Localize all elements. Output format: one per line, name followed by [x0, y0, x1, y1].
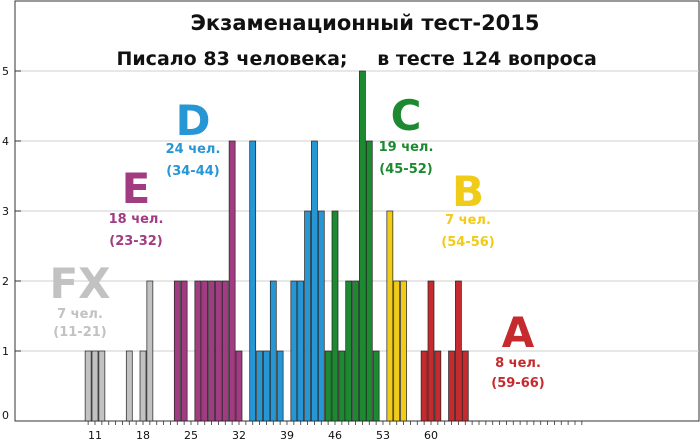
x-tick-label: 18 — [136, 429, 150, 441]
chart-subtitle-right: в тесте 124 вопроса — [377, 48, 597, 70]
bar-series — [84, 70, 469, 422]
bar — [139, 350, 147, 422]
bar — [256, 350, 263, 422]
grade-range: (23-32) — [109, 234, 162, 249]
chart-title: Экзаменационный тест-2015 — [190, 11, 539, 35]
x-tick-label: 46 — [328, 429, 342, 441]
bar — [91, 350, 99, 422]
axis-ticks: 0 1 2 3 4 5 11 18 25 32 39 46 53 60 — [2, 65, 583, 441]
bar — [420, 350, 428, 422]
bar — [208, 280, 215, 422]
bar — [311, 140, 318, 422]
grade-letter: A — [502, 308, 535, 357]
x-tick-label: 32 — [232, 429, 246, 441]
bar — [180, 280, 188, 422]
bar — [228, 140, 236, 422]
bar — [146, 280, 154, 422]
bar — [290, 280, 298, 422]
y-tick-label: 2 — [2, 275, 9, 288]
grade-count: 8 чел. — [495, 356, 541, 371]
grade-count: 19 чел. — [379, 140, 434, 155]
bar — [455, 280, 462, 422]
bar — [461, 350, 469, 422]
grade-letter: C — [391, 91, 422, 140]
bar — [352, 280, 359, 422]
bar — [434, 350, 442, 422]
bar — [235, 350, 243, 422]
grade-range: (11-21) — [53, 325, 106, 340]
y-tick-label: 4 — [2, 135, 9, 148]
grade-range: (54-56) — [441, 235, 494, 250]
bar — [338, 350, 346, 422]
bar — [331, 210, 339, 422]
bar — [173, 280, 181, 422]
y-tick-label: 5 — [2, 65, 9, 78]
x-tick-label: 60 — [424, 429, 438, 441]
bar — [125, 350, 133, 422]
bar — [84, 350, 92, 422]
bar — [324, 350, 332, 422]
bar — [393, 280, 401, 422]
bar — [372, 350, 380, 422]
grade-letter: E — [122, 164, 151, 213]
bar — [98, 350, 106, 422]
grade-count: 24 чел. — [166, 142, 221, 157]
y-tick-label: 0 — [2, 409, 9, 422]
grade-count: 7 чел. — [57, 307, 103, 322]
grade-range: (59-66) — [491, 376, 544, 391]
grade-count: 18 чел. — [109, 212, 164, 227]
x-tick-label: 11 — [88, 429, 102, 441]
bar — [365, 140, 373, 422]
bar — [297, 280, 305, 422]
grade-letter: B — [452, 167, 484, 216]
x-tick-label: 53 — [376, 429, 390, 441]
grade-labels: FX7 чел.(11-21)E18 чел.(23-32)D24 чел.(3… — [49, 91, 544, 391]
bar — [400, 280, 407, 422]
y-tick-label: 1 — [2, 345, 9, 358]
bar — [263, 350, 270, 422]
bar — [249, 140, 257, 422]
bar — [386, 210, 394, 422]
bar — [194, 280, 202, 422]
bar — [215, 280, 222, 422]
grade-range: (34-44) — [166, 164, 219, 179]
grade-letter: D — [176, 96, 211, 145]
bar — [448, 350, 455, 422]
bar — [304, 210, 311, 422]
grade-letter: FX — [49, 259, 110, 308]
bar — [359, 70, 366, 422]
grade-range: (45-52) — [379, 162, 432, 177]
bar — [427, 280, 435, 422]
bar — [276, 350, 284, 422]
chart-subtitle-left: Писало 83 человека; — [116, 48, 347, 70]
bar — [269, 280, 277, 422]
bar — [221, 280, 229, 422]
y-tick-label: 3 — [2, 205, 9, 218]
bar — [201, 280, 209, 422]
bar — [345, 280, 353, 422]
grade-count: 7 чел. — [445, 213, 491, 228]
bar — [317, 210, 325, 422]
x-tick-label: 25 — [184, 429, 198, 441]
x-tick-label: 39 — [280, 429, 294, 441]
